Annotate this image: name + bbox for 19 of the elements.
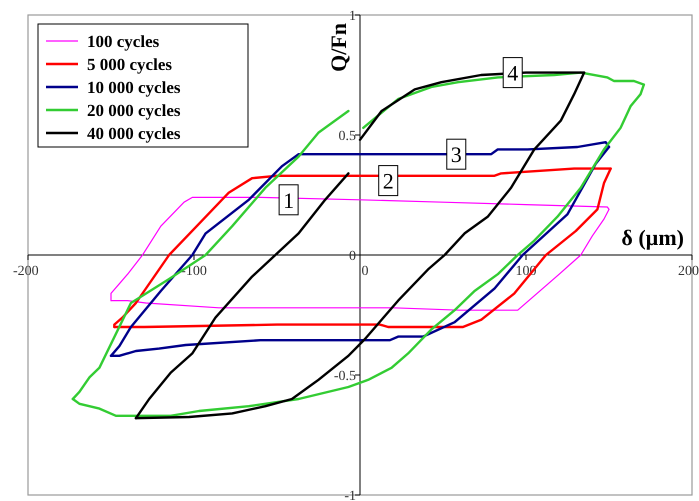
x-tick-label: 200 (678, 264, 699, 279)
y-axis-title: Q/Fn (326, 23, 351, 72)
legend-label: 5 000 cycles (87, 55, 172, 74)
y-tick-label: -0.5 (334, 369, 356, 384)
annotation: 3 (450, 142, 462, 168)
annotation: 2 (382, 168, 394, 194)
x-axis-title: δ (µm) (621, 225, 684, 250)
legend-label: 10 000 cycles (87, 78, 181, 97)
y-tick-label: 0.5 (338, 129, 356, 144)
legend-label: 40 000 cycles (87, 124, 181, 143)
legend-label: 100 cycles (87, 32, 160, 51)
x-tick-label: -100 (181, 264, 207, 279)
x-tick-label: -200 (13, 264, 39, 279)
annotation: 1 (283, 188, 294, 213)
y-tick-label: 1 (349, 9, 356, 24)
annotation: 4 (507, 60, 518, 86)
y-tick-label: -1 (344, 489, 356, 501)
x-tick-label: 0 (362, 264, 368, 279)
legend-label: 20 000 cycles (87, 101, 181, 120)
